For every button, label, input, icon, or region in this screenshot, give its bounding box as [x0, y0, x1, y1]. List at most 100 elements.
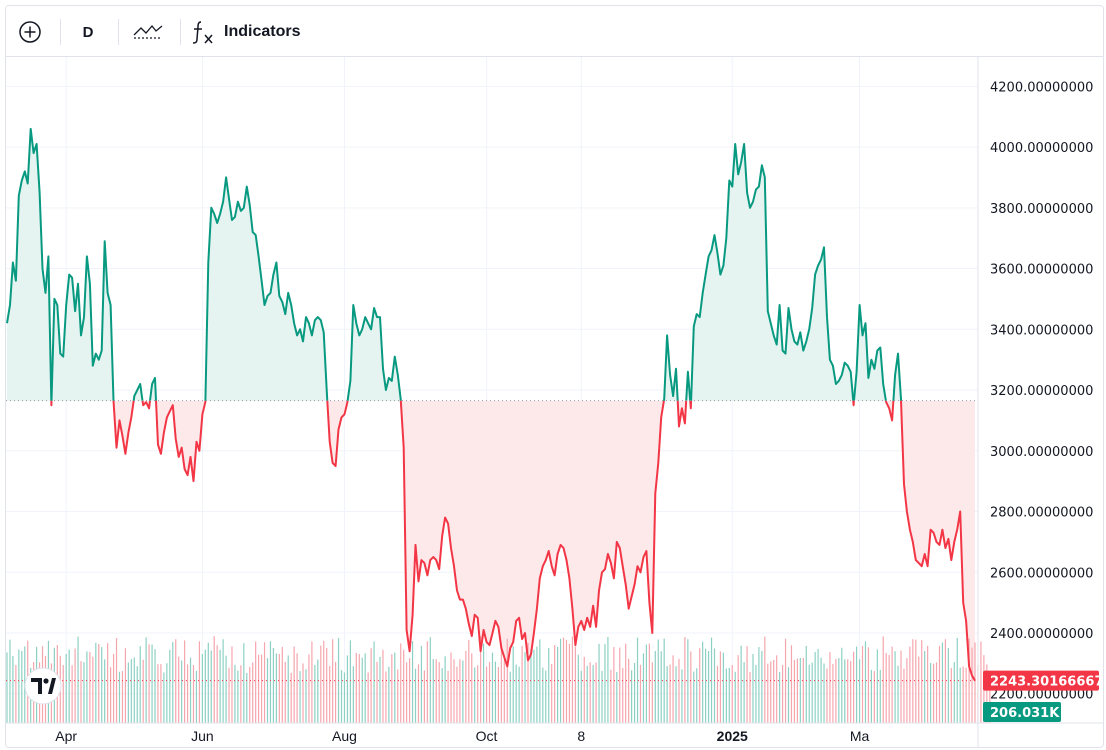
volume-bar: [260, 654, 263, 723]
series-line-above: [853, 304, 887, 401]
chart-canvas[interactable]: 4200.00000000 4000.00000000 3800.00000000 3…: [6, 57, 1103, 747]
volume-bar: [583, 656, 585, 723]
volume-bar: [154, 649, 156, 723]
volume-bar: [459, 659, 461, 723]
volume-bar: [879, 669, 881, 723]
tradingview-logo[interactable]: [24, 667, 62, 705]
volume-bar: [927, 645, 929, 723]
volume-bar: [918, 656, 920, 723]
volume-bar: [299, 671, 301, 723]
volume-bar: [175, 639, 177, 723]
volume-bar: [699, 648, 701, 723]
volume-bar: [678, 658, 680, 723]
volume-bar: [610, 669, 612, 723]
volume-bar: [921, 640, 923, 723]
volume-bar: [349, 640, 351, 723]
area-fill-above: [205, 177, 328, 401]
indicators-button[interactable]: Indicators: [190, 16, 314, 48]
volume-bar: [494, 661, 497, 723]
volume-bar: [642, 653, 645, 723]
volume-bar: [660, 651, 662, 723]
volume-bar: [317, 659, 319, 723]
volume-bar: [935, 662, 938, 723]
price-line: [6, 127, 976, 682]
volume-bar: [722, 652, 724, 723]
volume-bar: [915, 639, 917, 723]
volume-bar: [521, 645, 523, 723]
volume-bar: [542, 667, 544, 723]
volume-bar: [305, 669, 307, 723]
add-symbol-button[interactable]: [14, 16, 46, 48]
volume-bar: [894, 651, 896, 723]
volume-bar: [752, 654, 754, 723]
volume-bar: [255, 641, 257, 723]
volume-bar: [287, 655, 289, 723]
volume-bar: [80, 661, 82, 723]
series-line-above: [662, 334, 679, 401]
time-tick-label: Ma: [850, 728, 870, 744]
price-tick-label: 3600.00000000: [990, 263, 1093, 278]
volume-bar: [186, 664, 189, 723]
baseline-area-fill: [7, 128, 975, 681]
volume-bar: [465, 651, 467, 723]
volume-bar: [326, 648, 328, 723]
volume-bar: [551, 663, 553, 723]
volume-bar: [210, 650, 212, 723]
volume-bar: [557, 646, 559, 723]
volume-bar: [666, 666, 668, 723]
volume-bar: [968, 638, 970, 723]
volume-bar: [870, 669, 872, 723]
volume-bar: [844, 659, 846, 723]
volume-bar: [657, 639, 659, 723]
price-tick-label: 3200.00000000: [990, 384, 1093, 399]
volume-bar: [373, 641, 375, 723]
volume-bar: [181, 660, 183, 723]
volume-bar: [142, 659, 144, 723]
volume-bar: [269, 641, 272, 723]
volume-bar: [124, 648, 127, 723]
volume-bar: [444, 656, 446, 723]
volume-bar: [62, 665, 64, 723]
compare-button[interactable]: [128, 16, 168, 48]
volume-badge-label: 206.031K: [990, 706, 1060, 721]
volume-bar: [423, 670, 425, 723]
volume-bar: [773, 660, 775, 723]
last-price-badge-label: 2243.30166667: [990, 675, 1103, 690]
volume-bar: [358, 654, 360, 723]
time-tick-label: Aug: [332, 728, 357, 744]
area-fill-above: [854, 305, 886, 401]
volume-bar: [728, 667, 730, 723]
volume-bar: [604, 644, 606, 723]
volume-bar: [219, 649, 221, 723]
volume-bar: [503, 659, 505, 723]
volume-bar: [388, 666, 390, 723]
volume-bar: [903, 668, 905, 723]
volume-bar: [86, 651, 88, 723]
volume-bar: [438, 662, 440, 723]
volume-bar: [160, 664, 162, 723]
volume-bar: [414, 668, 417, 723]
volume-bar: [784, 638, 787, 723]
volume-bar: [710, 637, 713, 723]
volume-bar: [867, 647, 870, 723]
series-line-above: [346, 304, 402, 401]
volume-bar: [6, 652, 8, 723]
volume-bar: [962, 666, 964, 723]
volume-bar: [240, 665, 242, 723]
volume-bar: [645, 644, 648, 723]
volume-bar: [195, 670, 198, 723]
time-tick-label: Oct: [476, 728, 498, 744]
series-line-below: [689, 400, 693, 410]
volume-bar: [121, 671, 124, 723]
volume-bar: [429, 637, 431, 723]
volume-bar: [21, 651, 23, 723]
volume-bar: [207, 642, 209, 723]
volume-bar: [115, 638, 118, 723]
volume-badge: [983, 702, 1061, 722]
volume-bar: [450, 652, 452, 723]
volume-bar: [400, 643, 402, 723]
volume-bar: [663, 638, 665, 723]
volume-bar: [601, 670, 603, 723]
volume-bar: [758, 647, 760, 723]
interval-button[interactable]: D: [70, 16, 106, 48]
